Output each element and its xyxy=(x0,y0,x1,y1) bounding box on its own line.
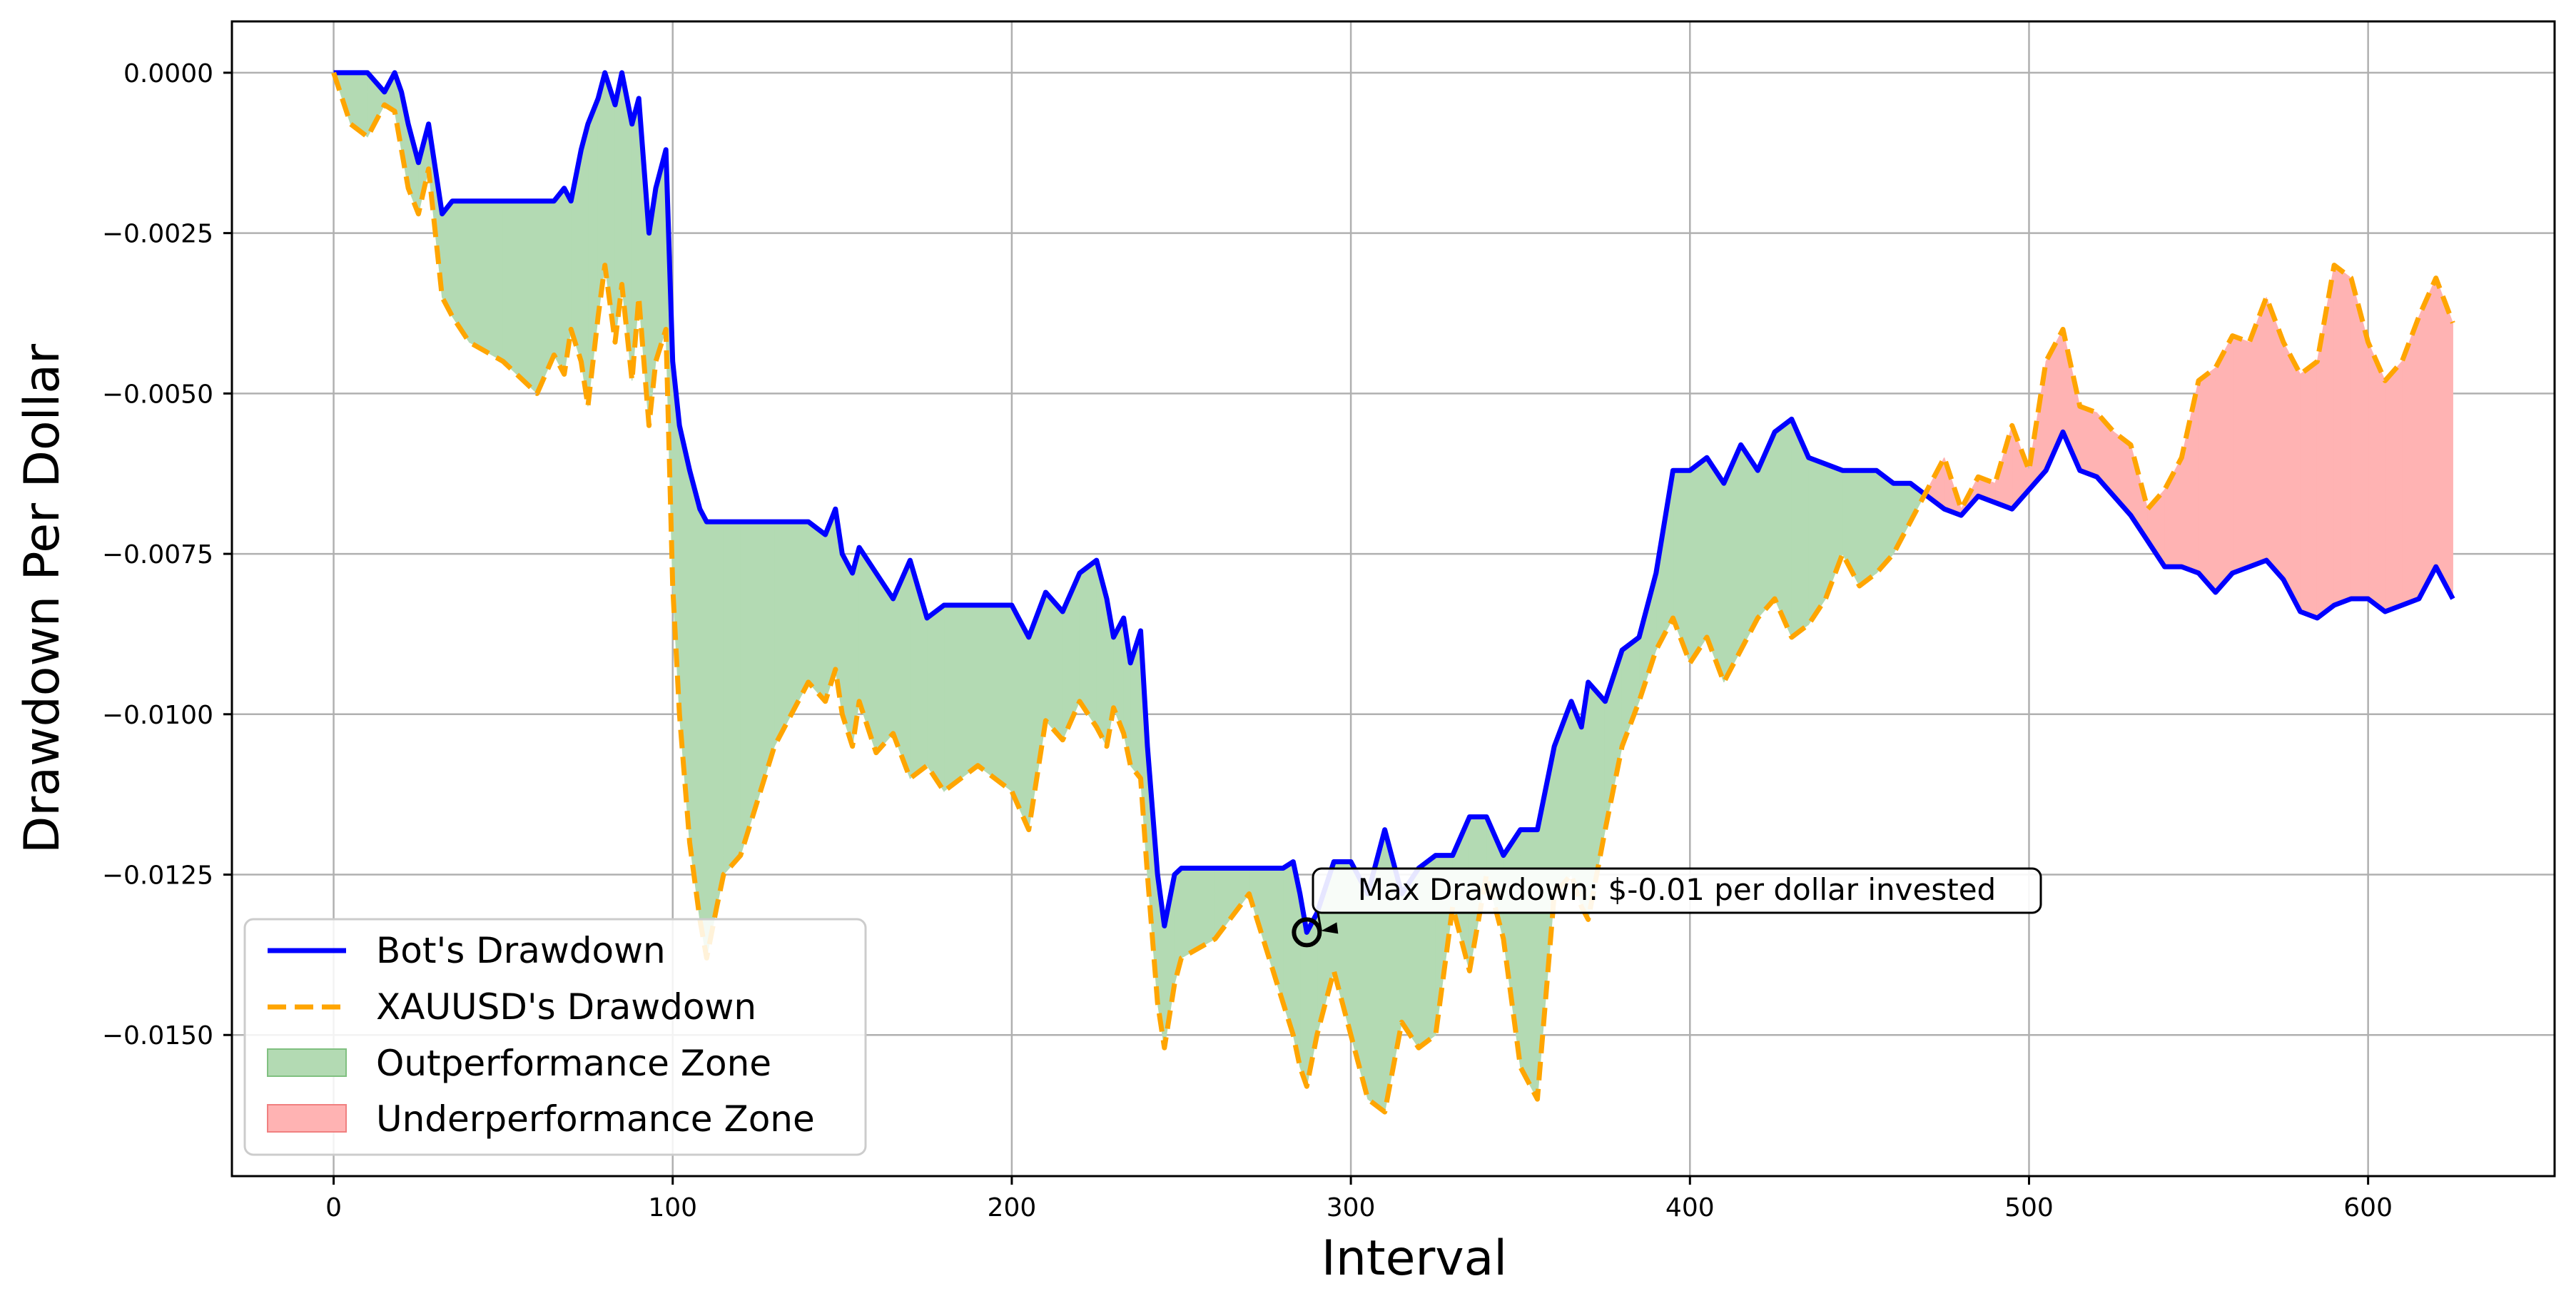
outperformance-zone xyxy=(1045,591,1063,741)
underperformance-zone xyxy=(2215,335,2233,594)
underperformance-zone xyxy=(2283,342,2301,612)
underperformance-zone xyxy=(2418,278,2437,599)
outperformance-zone xyxy=(1689,457,1708,664)
legend: Bot's Drawdown XAUUSD's Drawdown Outperf… xyxy=(243,918,867,1156)
outperformance-zone xyxy=(1808,457,1826,626)
outperformance-zone xyxy=(926,604,945,793)
legend-underperformance-swatch xyxy=(267,1104,347,1133)
outperformance-zone xyxy=(943,604,978,792)
outperformance-zone xyxy=(553,187,565,375)
legend-outperformance-swatch xyxy=(267,1048,347,1077)
outperformance-zone xyxy=(699,508,707,958)
y-tick-label: −0.0150 xyxy=(102,1021,213,1051)
legend-underperformance-label: Underperformance Zone xyxy=(376,1098,815,1140)
x-axis-label: Interval xyxy=(1322,1230,1507,1287)
underperformance-zone xyxy=(2333,264,2352,606)
outperformance-zone xyxy=(977,604,1013,792)
series-lines xyxy=(331,70,2455,1115)
outperformance-zone xyxy=(452,201,470,344)
outperformance-zone xyxy=(876,572,894,754)
underperformance-zone xyxy=(2232,335,2250,574)
outperformance-zone xyxy=(723,521,741,876)
max-drawdown-marker xyxy=(1292,917,1322,948)
x-tick-label: 0 xyxy=(325,1193,342,1223)
x-tick-label: 200 xyxy=(988,1193,1037,1223)
annotation-box xyxy=(1312,867,2042,914)
outperformance-zone xyxy=(706,521,718,958)
y-axis-label: Drawdown Per Dollar xyxy=(14,344,71,854)
plot-frame xyxy=(230,20,2556,1178)
underperformance-zone xyxy=(2198,367,2216,594)
y-tick-label: −0.0125 xyxy=(102,861,213,891)
bot-drawdown-line xyxy=(333,70,2455,935)
y-tick-label: −0.0100 xyxy=(102,701,213,730)
x-tick-label: 600 xyxy=(2343,1193,2393,1223)
x-tick-label: 400 xyxy=(1665,1193,1715,1223)
legend-bot-label: Bot's Drawdown xyxy=(376,930,666,971)
y-tick-label: 0.0000 xyxy=(123,59,213,88)
x-tick-label: 500 xyxy=(2004,1193,2054,1223)
legend-box xyxy=(243,918,867,1156)
annotation-arrowhead xyxy=(1321,922,1339,934)
underperformance-zone xyxy=(2368,342,2385,612)
max-drawdown-annotation: Max Drawdown: $-0.01 per dollar invested xyxy=(1292,867,2042,948)
y-tick-label: −0.0025 xyxy=(102,220,213,249)
outperformance-zone xyxy=(716,521,724,907)
y-tick-label: −0.0075 xyxy=(102,540,213,570)
annotation-text: Max Drawdown: $-0.01 per dollar invested xyxy=(1358,872,1996,907)
x-tick-label: 300 xyxy=(1327,1193,1376,1223)
xauusd-drawdown-line xyxy=(331,71,2455,1115)
outperformance-zone xyxy=(469,201,504,363)
axis-ticks: 0 100 200 300 400 500 600 0.0000 −0.0025 −0.0050 −… xyxy=(102,59,2393,1223)
underperformance-zone xyxy=(2300,360,2318,619)
underperformance-zone xyxy=(2384,360,2403,612)
legend-outperformance-label: Outperformance Zone xyxy=(376,1043,771,1084)
outperformance-zone xyxy=(1859,470,1877,587)
y-tick-label: −0.0050 xyxy=(102,380,213,409)
legend-xauusd-label: XAUUSD's Drawdown xyxy=(376,986,756,1028)
underperformance-zone xyxy=(2079,405,2098,477)
outperformance-zone xyxy=(1774,418,1792,638)
outperformance-zone xyxy=(808,521,826,703)
x-tick-label: 100 xyxy=(648,1193,697,1223)
underperformance-zone xyxy=(2435,278,2453,599)
